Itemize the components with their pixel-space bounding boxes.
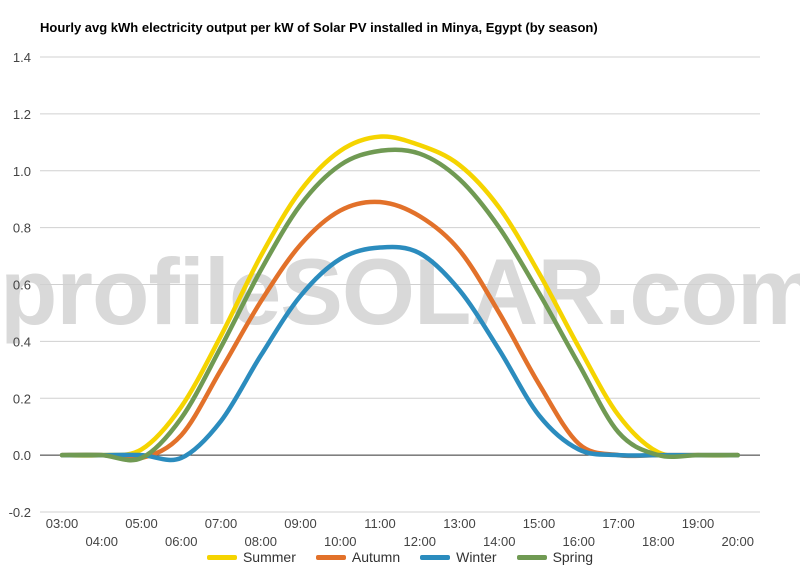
x-tick-label: 13:00 (443, 516, 476, 531)
legend-label: Winter (456, 549, 497, 565)
x-tick-label: 11:00 (364, 516, 396, 531)
y-tick-label: 0.8 (13, 221, 31, 236)
legend-swatch (420, 554, 451, 560)
x-tick-label: 06:00 (165, 534, 198, 549)
series-line-autumn (59, 199, 740, 462)
legend-label: Autumn (351, 549, 401, 565)
y-tick-label: 1.2 (13, 107, 31, 122)
watermark: profileSOLAR.com (0, 239, 800, 344)
series-line-summer (59, 134, 740, 459)
legend: Summer Autumn Winter Spring (0, 549, 800, 565)
chart-title: Hourly avg kWh electricity output per kW… (40, 20, 598, 35)
y-tick-label: 0.0 (13, 448, 31, 463)
x-tick-label: 14:00 (483, 534, 516, 549)
legend-swatch (206, 554, 237, 560)
legend-label: Spring (552, 549, 594, 565)
legend-swatch (315, 554, 346, 560)
x-tick-label: 16:00 (562, 534, 595, 549)
x-tick-label: 08:00 (244, 534, 277, 549)
legend-item-summer[interactable]: Summer (206, 549, 296, 565)
y-tick-label: 0.6 (13, 278, 31, 293)
x-tick-label: 07:00 (205, 516, 238, 531)
x-tick-label: 10:00 (324, 534, 357, 549)
legend-item-spring[interactable]: Spring (516, 549, 594, 565)
legend-item-winter[interactable]: Winter (420, 549, 497, 565)
y-tick-label: 0.2 (13, 391, 31, 406)
x-tick-label: 05:00 (125, 516, 158, 531)
series-line-winter (59, 244, 740, 463)
series-line-spring (59, 147, 740, 463)
x-tick-label: 03:00 (46, 516, 79, 531)
x-tick-label: 20:00 (721, 534, 754, 549)
y-tick-label: 0.4 (13, 334, 31, 349)
x-tick-label: 04:00 (85, 534, 118, 549)
legend-swatch (516, 554, 547, 560)
y-tick-label: 1.0 (13, 164, 31, 179)
x-tick-label: 17:00 (602, 516, 635, 531)
y-tick-label: -0.2 (9, 505, 31, 520)
x-tick-label: 15:00 (523, 516, 556, 531)
x-tick-label: 12:00 (403, 534, 436, 549)
legend-label: Summer (242, 549, 296, 565)
legend-item-autumn[interactable]: Autumn (315, 549, 401, 565)
y-tick-label: 1.4 (13, 50, 31, 65)
x-tick-label: 18:00 (642, 534, 675, 549)
x-tick-label: 09:00 (284, 516, 317, 531)
x-tick-label: 19:00 (682, 516, 715, 531)
